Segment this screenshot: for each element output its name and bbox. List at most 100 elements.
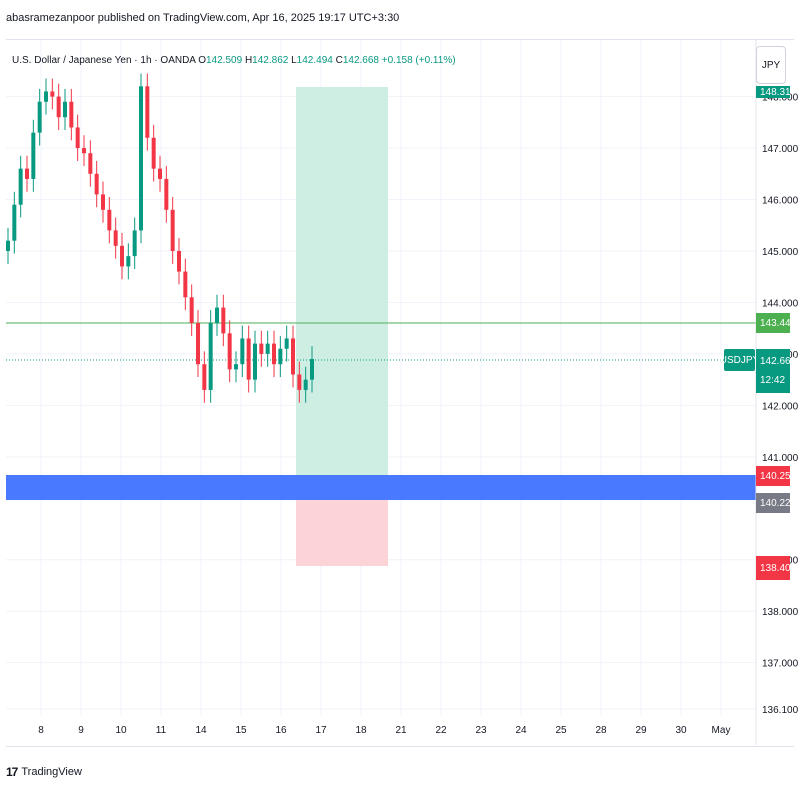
last-price-tag: 142.668 12:42 (756, 349, 797, 393)
candle-body (221, 307, 226, 334)
time-axis[interactable]: 8 9 10 11 14 15 16 17 18 21 22 23 24 25 28 29 30 May (38, 725, 730, 736)
candle-body (12, 204, 17, 241)
legend-close: 142.668 (342, 55, 379, 66)
x-tick-label: 16 (275, 725, 287, 736)
candle-body (63, 101, 67, 118)
candle-body (183, 271, 188, 298)
candle-body (240, 338, 245, 365)
line-price-tag: 143.448 (756, 313, 796, 333)
candle-body (120, 245, 124, 267)
candle-body (196, 323, 200, 365)
candle-body (82, 148, 86, 154)
legend-change: +0.158 (+0.11%) (381, 55, 456, 66)
x-tick-label: 10 (115, 725, 127, 736)
candle-body (132, 230, 137, 257)
x-tick-label: May (712, 725, 731, 736)
candle-body (278, 348, 283, 365)
y-tick-label: 136.100 (762, 705, 799, 716)
y-tick-label: 144.000 (762, 298, 799, 309)
x-tick-label: 18 (355, 725, 367, 736)
zone-top-tag: 140.252 (756, 466, 796, 486)
legend-high-key: H (244, 55, 253, 66)
candle-body (297, 374, 302, 390)
candle-body (253, 343, 257, 380)
candle-body (101, 194, 105, 210)
footer-brand: TradingView (21, 766, 82, 778)
stop-zone[interactable] (296, 500, 388, 566)
y-tick-label: 146.000 (762, 196, 799, 207)
candle-body (234, 364, 238, 370)
x-tick-label: 15 (235, 725, 247, 736)
legend-low-key: L (291, 55, 297, 66)
symbol-legend[interactable]: U.S. Dollar / Japanese Yen · 1h · OANDA … (12, 55, 456, 66)
candle-body (265, 343, 270, 354)
y-tick-label: 148.000 (762, 93, 799, 104)
candle-body (291, 338, 295, 375)
y-tick-label: 141.000 (762, 453, 799, 464)
candle-body (37, 101, 42, 133)
legend-low: 142.494 (296, 55, 333, 66)
x-tick-label: 9 (78, 725, 84, 736)
candle-body (31, 132, 36, 179)
candles (6, 73, 314, 403)
symbol-tag: USDJPY (720, 349, 759, 371)
legend-high: 142.862 (252, 55, 289, 66)
countdown-value: 12:42 (760, 375, 786, 386)
support-zone[interactable] (6, 475, 756, 500)
candle-body (56, 96, 61, 118)
candle-body (94, 173, 99, 195)
last-price-value: 142.668 (760, 356, 797, 367)
x-tick-label: 30 (675, 725, 687, 736)
candle-body (158, 168, 162, 179)
candle-body (202, 364, 207, 390)
candle-body (189, 297, 194, 324)
y-tick-label: 142.000 (762, 401, 799, 412)
x-tick-label: 25 (555, 725, 567, 736)
candle-body (246, 338, 251, 380)
stop-price-tag: 138.406 (756, 556, 796, 580)
candle-body (69, 101, 74, 128)
candle-body (272, 343, 276, 365)
publisher-line: abasramezanpoor published on TradingView… (6, 12, 400, 24)
candle-body (215, 307, 219, 324)
candle-body (139, 86, 143, 231)
currency-button[interactable]: JPY (756, 46, 786, 84)
x-tick-label: 28 (595, 725, 607, 736)
target-price-tag: 148.314 (756, 86, 790, 98)
candle-body (126, 256, 131, 267)
x-tick-label: 14 (195, 725, 207, 736)
legend-symbol: U.S. Dollar / Japanese Yen · 1h · OANDA (12, 55, 196, 66)
candle-body (25, 168, 29, 179)
chart-frame (6, 39, 794, 747)
candle-body (44, 91, 48, 102)
candle-body (145, 86, 150, 138)
tradingview-footer[interactable]: 17 TradingView (6, 765, 82, 779)
legend-open: 142.509 (206, 55, 243, 66)
x-tick-label: 21 (395, 725, 407, 736)
candle-body (284, 338, 289, 349)
candle-body (6, 240, 10, 251)
candle-body (18, 168, 23, 205)
x-tick-label: 29 (635, 725, 647, 736)
candle-body (107, 209, 112, 231)
tradingview-logo-icon: 17 (6, 765, 18, 779)
legend-close-key: C (335, 55, 343, 66)
target-zone[interactable] (296, 87, 388, 475)
candle-body (113, 230, 118, 246)
candle-body (170, 209, 175, 251)
x-tick-label: 11 (156, 725, 167, 736)
candle-body (75, 127, 80, 149)
y-tick-label: 145.000 (762, 247, 799, 258)
x-tick-label: 23 (475, 725, 487, 736)
x-tick-label: 22 (435, 725, 447, 736)
price-axis[interactable]: 148.000147.000146.000145.000144.000143.0… (762, 93, 799, 716)
zone-bottom-tag: 140.224 (756, 493, 796, 513)
candle-body (50, 91, 55, 97)
candle-body (303, 379, 308, 390)
candle-body (177, 250, 181, 272)
candle-body (208, 323, 213, 390)
x-tick-label: 17 (315, 725, 327, 736)
y-tick-label: 138.000 (762, 607, 799, 618)
candle-body (259, 343, 264, 354)
